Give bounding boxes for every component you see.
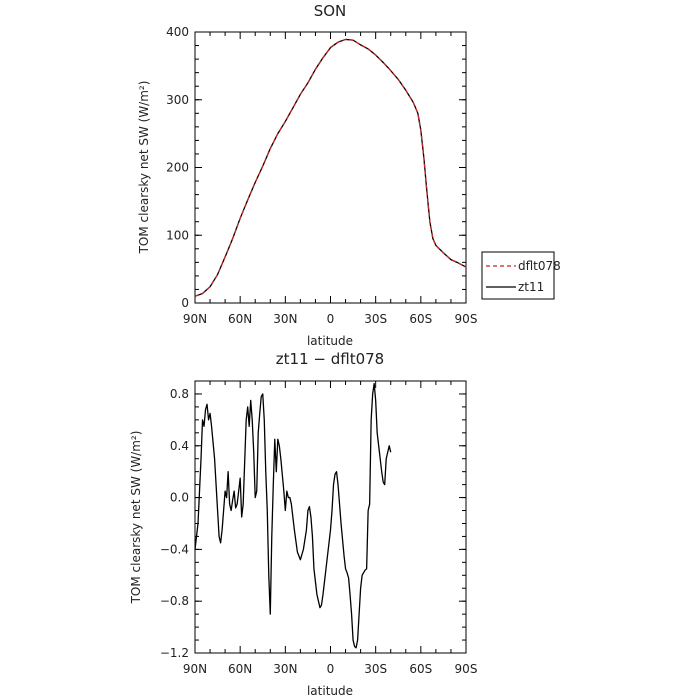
top-x-tick-label: 60S <box>409 312 432 326</box>
bottom-x-tick-label: 60S <box>409 662 432 676</box>
bottom-x-tick-label: 30S <box>364 662 387 676</box>
top-y-axis-title: TOM clearsky net SW (W/m²) <box>137 81 151 255</box>
top-x-ticks: 90N 60N 30N 0 30S 60S 90S <box>183 32 478 326</box>
top-y-tick-label: 400 <box>166 25 189 39</box>
top-series-line-1 <box>194 38 467 297</box>
bottom-x-ticks: 90N 60N 30N 0 30S 60S 90S <box>183 381 478 676</box>
bottom-y-axis-title: TOM clearsky net SW (W/m²) <box>129 431 143 605</box>
top-panel-title: SON <box>314 2 347 20</box>
bottom-y-tick-label: 0.8 <box>170 387 189 401</box>
bottom-series-lines <box>194 382 392 649</box>
bottom-y-tick-label: −1.2 <box>160 646 189 660</box>
top-x-tick-label: 0 <box>327 312 335 326</box>
bottom-x-tick-label: 30N <box>273 662 297 676</box>
bottom-x-axis-title: latitude <box>307 684 353 698</box>
bottom-x-tick-label: 90N <box>183 662 207 676</box>
top-x-axis-title: latitude <box>307 334 353 348</box>
legend: dflt078 zt11 <box>481 251 561 300</box>
top-x-tick-label: 30N <box>273 312 297 326</box>
bottom-y-tick-label: 0.0 <box>170 491 189 505</box>
top-y-tick-label: 100 <box>166 228 189 242</box>
top-y-tick-label: 300 <box>166 93 189 107</box>
bottom-x-tick-label: 90S <box>455 662 478 676</box>
bottom-y-tick-label: 0.4 <box>170 439 189 453</box>
bottom-y-tick-label: −0.4 <box>160 542 189 556</box>
top-y-tick-label: 200 <box>166 161 189 175</box>
legend-box <box>481 251 555 300</box>
top-series-lines <box>194 38 467 297</box>
legend-label-dflt078: dflt078 <box>518 259 561 273</box>
bottom-x-tick-label: 0 <box>327 662 335 676</box>
top-x-tick-label: 60N <box>228 312 252 326</box>
bottom-panel-title: zt11 − dflt078 <box>276 350 384 368</box>
top-x-tick-label: 90S <box>455 312 478 326</box>
bottom-minor-ticks <box>195 380 466 654</box>
bottom-x-tick-label: 60N <box>228 662 252 676</box>
top-panel: SON 0 100 200 300 400 90N 60N 30N 0 30S 60S 90S la… <box>137 2 561 348</box>
bottom-plot-frame <box>194 380 467 654</box>
top-series-line-0 <box>194 38 467 297</box>
top-minor-ticks <box>195 31 466 304</box>
legend-label-zt11: zt11 <box>518 280 544 294</box>
bottom-y-ticks: −1.2 −0.8 −0.4 0.0 0.4 0.8 <box>160 387 466 660</box>
bottom-panel: zt11 − dflt078 −1.2 −0.8 −0.4 0.0 0.4 0.8 90N… <box>129 350 477 698</box>
top-x-tick-label: 90N <box>183 312 207 326</box>
top-x-tick-label: 30S <box>364 312 387 326</box>
bottom-series-line-0 <box>194 382 392 649</box>
top-y-tick-label: 0 <box>181 296 189 310</box>
bottom-y-tick-label: −0.8 <box>160 594 189 608</box>
